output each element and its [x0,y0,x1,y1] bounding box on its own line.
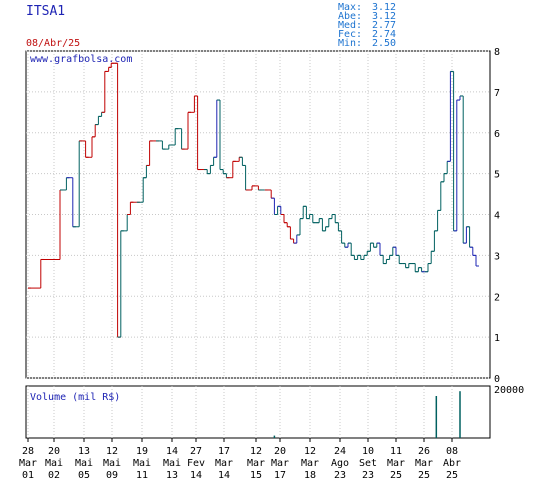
y-tick-label: 8 [494,47,500,58]
x-tick-label: 01 [22,470,34,481]
x-tick-label: 12 [250,446,262,457]
x-tick-label: 05 [78,470,90,481]
y-tick-label: 6 [494,129,500,140]
stat-label: Max: [338,2,362,13]
x-tick-label: 27 [190,446,202,457]
price-series [28,62,479,338]
x-tick-label: 13 [166,470,178,481]
stat-label: Med: [338,20,362,31]
stat-value: 3.12 [372,11,396,22]
y-tick-label: 1 [494,333,500,344]
x-tick-label: 25 [390,470,402,481]
y-tick-label: 4 [494,211,500,222]
x-tick-label: 14 [190,470,202,481]
x-tick-label: Ago [331,458,349,469]
stat-value: 2.74 [372,29,396,40]
x-tick-label: Mai [103,458,121,469]
x-axis: 28Mar0120Mai0213Mai0512Mai0919Mai1114Mai… [19,438,461,481]
x-tick-label: 26 [418,446,430,457]
x-tick-label: 15 [250,470,262,481]
x-tick-label: Mar [271,458,289,469]
x-tick-label: 12 [106,446,118,457]
x-tick-label: 02 [48,470,60,481]
x-tick-label: Mai [75,458,93,469]
x-tick-label: 18 [304,470,316,481]
stat-value: 2.77 [372,20,396,31]
x-tick-label: Mar [387,458,405,469]
x-tick-label: 19 [136,446,148,457]
volume-label: Volume (mil R$) [30,392,120,403]
x-tick-label: Fev [187,458,205,469]
stat-value: 2.50 [372,38,396,49]
x-tick-label: 25 [418,470,430,481]
x-tick-label: Mai [133,458,151,469]
volume-series [273,391,461,438]
y-tick-label: 5 [494,170,500,181]
x-tick-label: Mar [247,458,265,469]
x-tick-label: 11 [136,470,148,481]
x-tick-label: Mar [301,458,319,469]
y-tick-label: 2 [494,292,500,303]
x-tick-label: 17 [274,470,286,481]
price-gridlines [26,50,490,379]
volume-y-tick: 20000 [494,385,524,396]
stat-value: 3.12 [372,2,396,13]
x-tick-label: 23 [334,470,346,481]
stat-label: Min: [338,38,362,49]
watermark: www.grafbolsa.com [30,54,132,65]
stat-label: Abe: [338,11,362,22]
x-tick-label: 13 [78,446,90,457]
x-tick-label: 12 [304,446,316,457]
price-y-axis: 0 1 2 3 4 5 6 7 8 [494,47,500,385]
x-tick-label: Mar [415,458,433,469]
x-tick-label: Mai [45,458,63,469]
x-tick-label: 25 [446,470,458,481]
x-tick-label: Mar [19,458,37,469]
x-tick-label: 08 [446,446,458,457]
chart-date: 08/Abr/25 [26,38,80,49]
stat-label: Fec: [338,29,362,40]
x-tick-label: 09 [106,470,118,481]
x-tick-label: Mar [215,458,233,469]
x-tick-label: Set [359,458,377,469]
y-tick-label: 7 [494,88,500,99]
x-tick-label: 20 [274,446,286,457]
stats-panel: Max: 3.12 Abe: 3.12 Med: 2.77 Fec: 2.74 Min: 2.50 [338,2,396,49]
x-tick-label: Abr [443,458,461,469]
x-tick-label: 24 [334,446,346,457]
x-tick-label: Mai [163,458,181,469]
x-tick-label: 20 [48,446,60,457]
volume-plot-area [25,385,491,439]
x-tick-label: 11 [390,446,402,457]
x-tick-label: 14 [166,446,178,457]
y-tick-label: 3 [494,251,500,262]
ticker-symbol: ITSA1 [26,4,65,19]
x-tick-label: 10 [362,446,374,457]
y-tick-label: 0 [494,374,500,385]
x-tick-label: 17 [218,446,230,457]
x-tick-label: 14 [218,470,230,481]
x-tick-label: 28 [22,446,34,457]
x-tick-label: 23 [362,470,374,481]
